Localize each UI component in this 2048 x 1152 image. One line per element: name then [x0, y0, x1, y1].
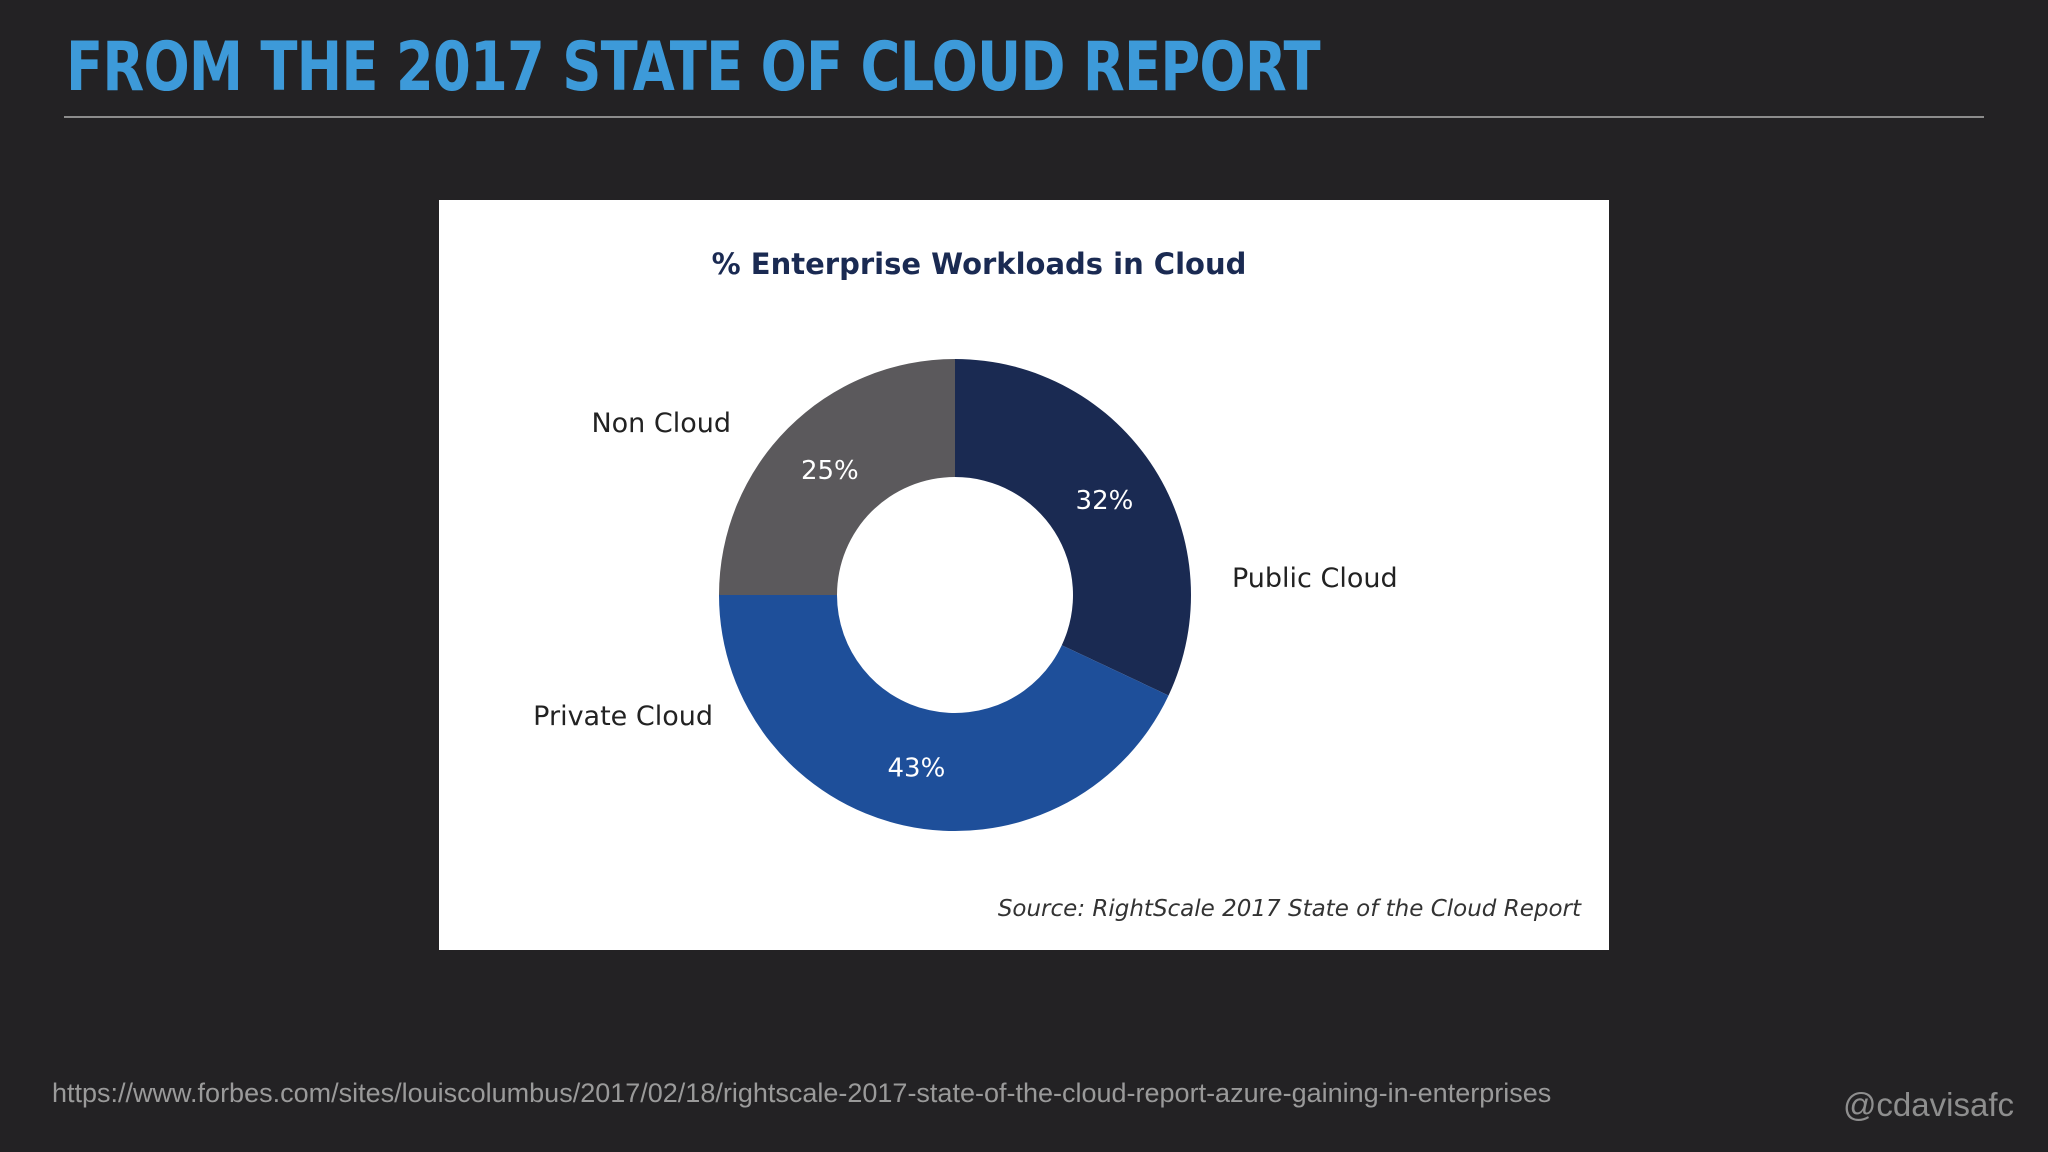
slice-percent-label: 32%	[1076, 486, 1134, 516]
slice-category-label: Public Cloud	[1232, 563, 1398, 594]
slice-percent-label: 25%	[801, 456, 859, 486]
chart-title: % Enterprise Workloads in Cloud	[712, 247, 1247, 281]
donut-labels: 32% Public Cloud 43% Private Cloud 25% Non Cl…	[533, 408, 1397, 784]
slice-category-label: Non Cloud	[591, 408, 731, 439]
donut-chart: % Enterprise Workloads in Cloud 32% Publi…	[533, 247, 1582, 922]
slice-category-label: Private Cloud	[533, 701, 713, 732]
slide-title: FROM THE 2017 STATE OF CLOUD REPORT	[66, 28, 1321, 107]
donut-slice-non-cloud	[719, 359, 955, 595]
donut-slice-private-cloud	[719, 595, 1169, 831]
chart-card: % Enterprise Workloads in Cloud 32% Publi…	[439, 200, 1609, 950]
author-handle: @cdavisafc	[1842, 1086, 2014, 1123]
chart-source: Source: RightScale 2017 State of the Clo…	[998, 896, 1582, 922]
donut-slices	[719, 359, 1191, 831]
slice-percent-label: 43%	[887, 754, 945, 784]
source-url[interactable]: https://www.forbes.com/sites/louiscolumb…	[52, 1078, 1552, 1108]
donut-slice-public-cloud	[955, 359, 1191, 696]
title-divider	[64, 116, 1984, 118]
